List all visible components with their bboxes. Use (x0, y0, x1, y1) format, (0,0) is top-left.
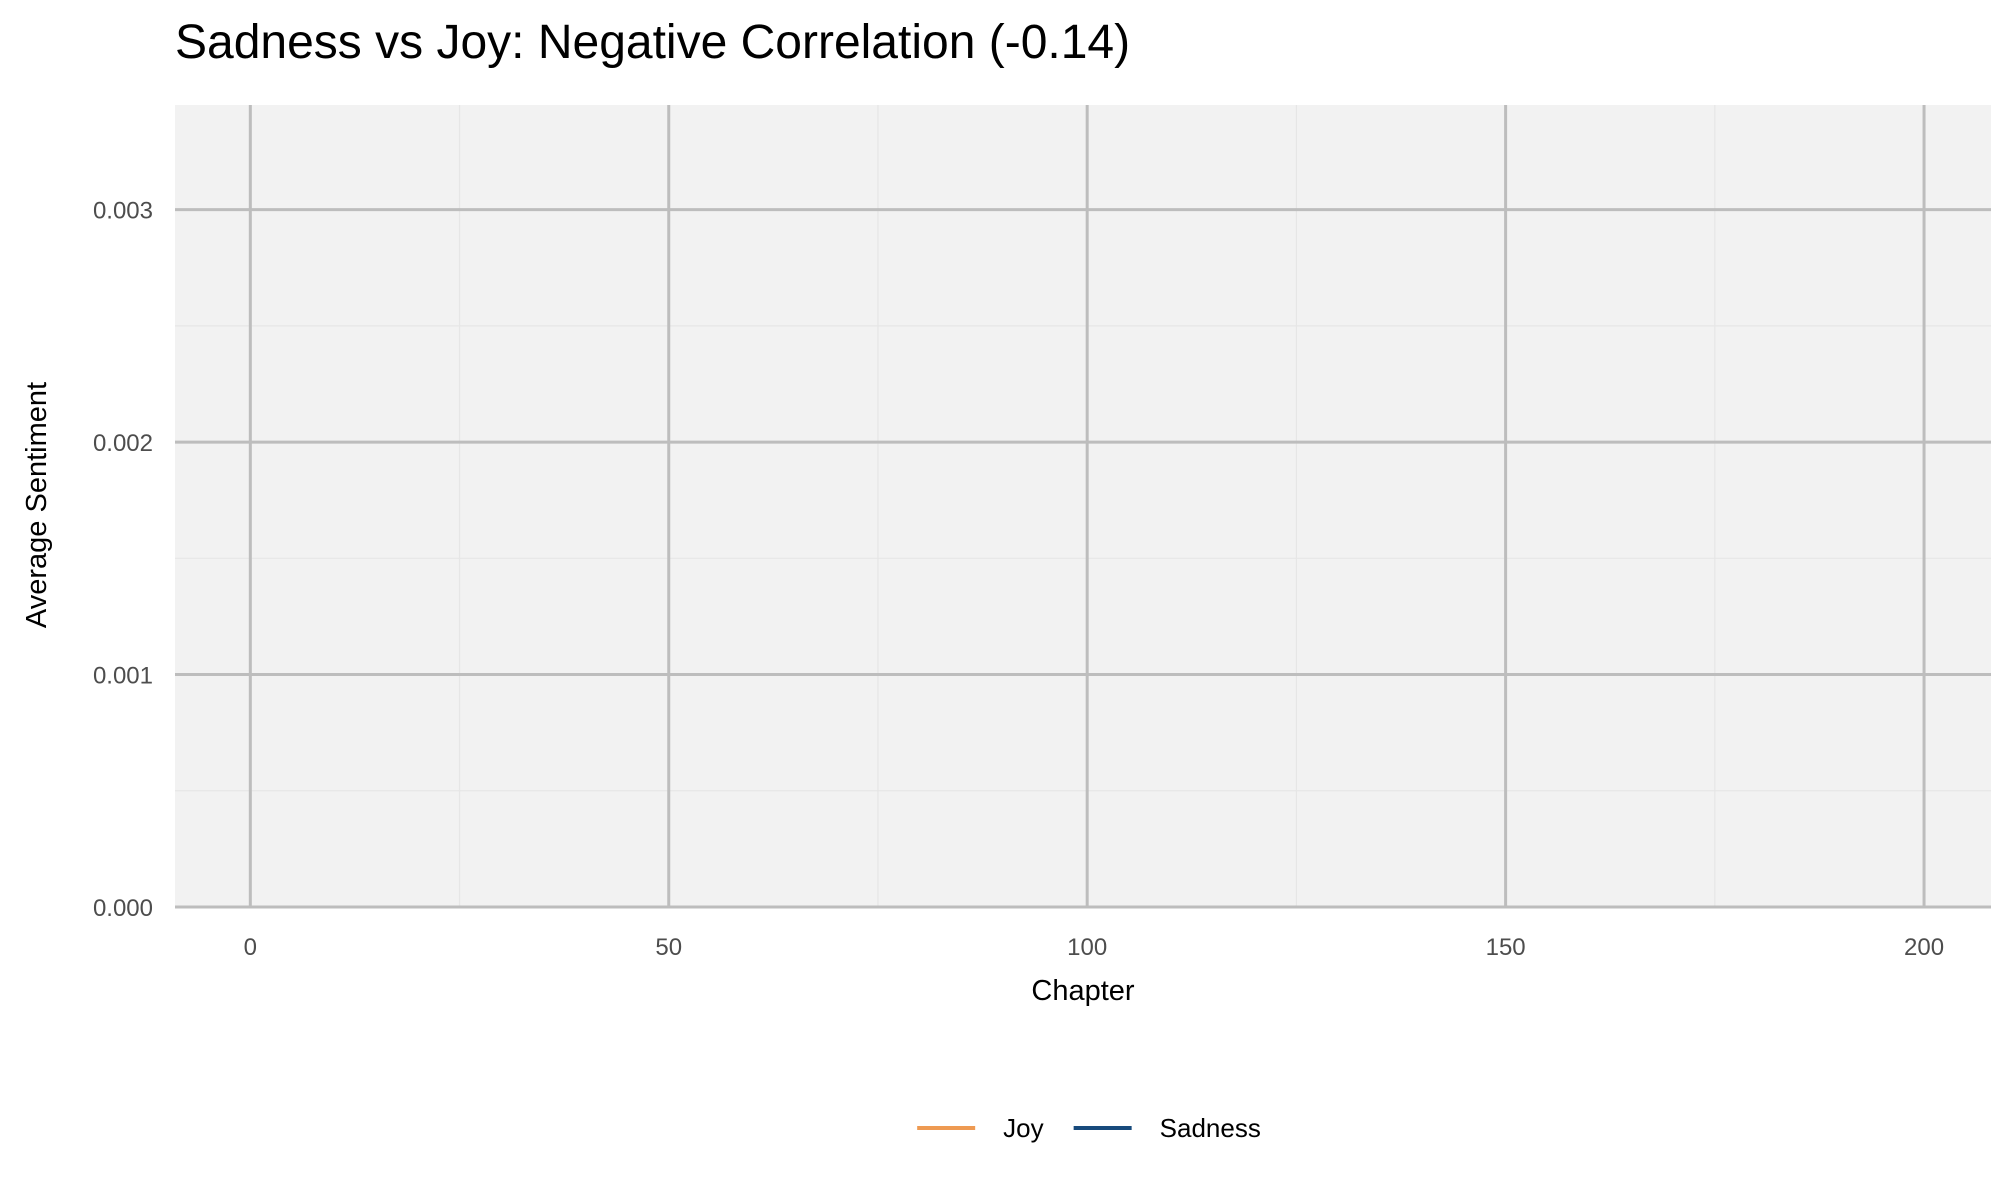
y-tick-label: 0.003 (93, 198, 153, 225)
y-tick-label: 0.002 (93, 430, 153, 457)
y-axis-tick-labels: 0.000 0.001 0.002 0.003 (93, 198, 153, 922)
x-tick-label: 200 (1904, 934, 1944, 961)
plot-panel (175, 105, 1991, 907)
legend-label-joy: Joy (1003, 1113, 1043, 1143)
legend: Joy Sadness (917, 1113, 1261, 1143)
x-tick-label: 50 (655, 934, 682, 961)
y-axis-label: Average Sentiment (21, 382, 53, 628)
x-axis-tick-labels: 0 50 100 150 200 (244, 934, 1944, 961)
major-gridlines (175, 105, 1991, 909)
y-tick-label: 0.001 (93, 663, 153, 690)
x-axis-label: Chapter (1031, 975, 1135, 1007)
x-tick-label: 150 (1486, 934, 1526, 961)
x-tick-label: 100 (1067, 934, 1107, 961)
chart-title: Sadness vs Joy: Negative Correlation (-0… (175, 16, 1130, 69)
y-tick-label: 0.000 (93, 895, 153, 922)
x-tick-label: 0 (244, 934, 257, 961)
legend-label-sadness: Sadness (1160, 1113, 1261, 1143)
minor-gridlines (175, 105, 1991, 907)
